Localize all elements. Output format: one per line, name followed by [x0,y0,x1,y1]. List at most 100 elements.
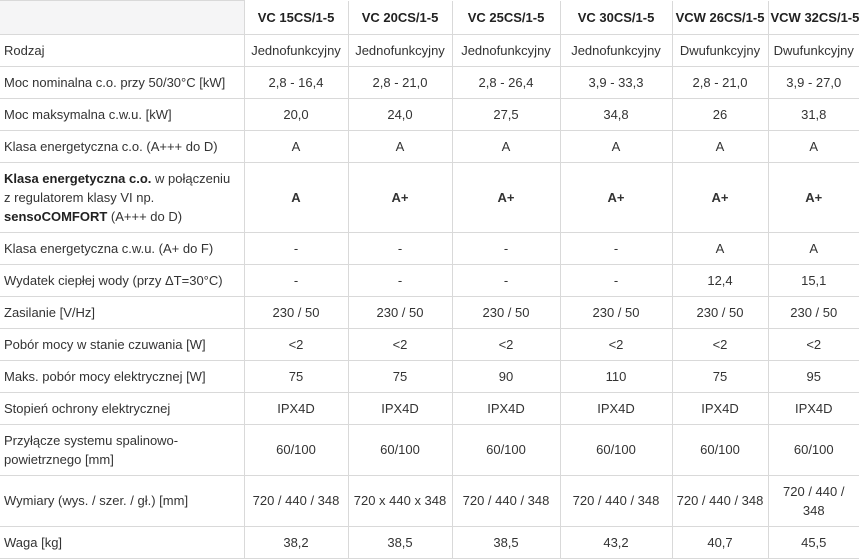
cell-value: A [671,231,769,265]
cell-value: 720 / 440 / 348 [767,474,859,527]
cell-value: 40,7 [671,525,769,559]
cell-value: Dwufunkcyjny [671,33,769,67]
spec-table-body: Rodzaj Jednofunkcyjny Jednofunkcyjny Jednof… [0,33,859,559]
cell-value: - [451,231,561,265]
cell-value: 60/100 [767,423,859,476]
cell-value: 43,2 [559,525,673,559]
row-label: Stopień ochrony elektrycznej [0,391,245,425]
cell-value: IPX4D [671,391,769,425]
cell-value: 230 / 50 [767,295,859,329]
cell-value: 38,5 [451,525,561,559]
cell-value: 90 [451,359,561,393]
cell-value: A+ [451,161,561,233]
cell-value: 230 / 50 [451,295,561,329]
row-label: Moc maksymalna c.w.u. [kW] [0,97,245,131]
cell-value: Jednofunkcyjny [559,33,673,67]
cell-value: 720 / 440 / 348 [559,474,673,527]
table-row: Klasa energetyczna c.w.u. (A+ do F) - - - - A… [0,231,859,265]
cell-value: <2 [767,327,859,361]
row-label: Wymiary (wys. / szer. / gł.) [mm] [0,474,245,527]
cell-value: 60/100 [243,423,349,476]
cell-value: A+ [347,161,453,233]
cell-value: A [767,129,859,163]
row-label: Maks. pobór mocy elektrycznej [W] [0,359,245,393]
cell-value: 95 [767,359,859,393]
table-row: Waga [kg] 38,2 38,5 38,5 43,2 40,7 45,5 [0,525,859,559]
column-header: VC 20CS/1-5 [347,0,453,35]
row-label: Klasa energetyczna c.o. (A+++ do D) [0,129,245,163]
column-header: VCW 32CS/1-5 [767,0,859,35]
row-label: Rodzaj [0,33,245,67]
cell-value: 27,5 [451,97,561,131]
row-label: Moc nominalna c.o. przy 50/30°C [kW] [0,65,245,99]
cell-value: <2 [671,327,769,361]
cell-value: A+ [671,161,769,233]
header-row: VC 15CS/1-5 VC 20CS/1-5 VC 25CS/1-5 VC 30CS… [0,0,859,35]
cell-value: 31,8 [767,97,859,131]
table-row: Wydatek ciepłej wody (przy ΔT=30°C) - - - -1… [0,263,859,297]
cell-value: A [767,231,859,265]
cell-value: 60/100 [671,423,769,476]
cell-value: A+ [767,161,859,233]
corner-cell [0,0,245,35]
cell-value: IPX4D [559,391,673,425]
cell-value: - [347,263,453,297]
cell-value: 60/100 [347,423,453,476]
table-row: Rodzaj Jednofunkcyjny Jednofunkcyjny Jednof… [0,33,859,67]
cell-value: 60/100 [451,423,561,476]
table-row: Klasa energetyczna c.o. w połączeniu z r… [0,161,859,233]
table-row: Stopień ochrony elektrycznej IPX4D IPX4D IP… [0,391,859,425]
table-row: Zasilanie [V/Hz] 230 / 50 230 / 50 230 / 50… [0,295,859,329]
column-header: VCW 26CS/1-5 [671,0,769,35]
cell-value: A [347,129,453,163]
cell-value: 720 x 440 x 348 [347,474,453,527]
cell-value: 15,1 [767,263,859,297]
cell-value: - [559,263,673,297]
cell-value: A [559,129,673,163]
cell-value: 3,9 - 33,3 [559,65,673,99]
cell-value: 38,2 [243,525,349,559]
cell-value: A [243,129,349,163]
cell-value: <2 [451,327,561,361]
cell-value: IPX4D [767,391,859,425]
cell-value: 110 [559,359,673,393]
cell-value: - [559,231,673,265]
cell-value: - [243,231,349,265]
table-row: Klasa energetyczna c.o. (A+++ do D) A A A A A… [0,129,859,163]
cell-value: IPX4D [347,391,453,425]
cell-value: 75 [671,359,769,393]
row-label-segment: Klasa energetyczna c.o. [4,170,152,186]
cell-value: 20,0 [243,97,349,131]
row-label-segment: (A+++ do D) [107,208,183,224]
cell-value: 720 / 440 / 348 [671,474,769,527]
cell-value: 45,5 [767,525,859,559]
cell-value: 230 / 50 [559,295,673,329]
table-row: Wymiary (wys. / szer. / gł.) [mm] 720 / 4… [0,474,859,527]
cell-value: IPX4D [451,391,561,425]
cell-value: Jednofunkcyjny [347,33,453,67]
row-label: Przyłącze systemu spalinowo-powietrznego… [0,423,245,476]
cell-value: - [347,231,453,265]
cell-value: <2 [347,327,453,361]
cell-value: 38,5 [347,525,453,559]
cell-value: 3,9 - 27,0 [767,65,859,99]
cell-value: 720 / 440 / 348 [243,474,349,527]
cell-value: 230 / 50 [671,295,769,329]
cell-value: 230 / 50 [243,295,349,329]
cell-value: <2 [559,327,673,361]
cell-value: A [243,161,349,233]
cell-value: Jednofunkcyjny [243,33,349,67]
row-label: Wydatek ciepłej wody (przy ΔT=30°C) [0,263,245,297]
cell-value: 34,8 [559,97,673,131]
table-row: Pobór mocy w stanie czuwania [W] <2 <2 <2 <2… [0,327,859,361]
cell-value: - [451,263,561,297]
cell-value: A+ [559,161,673,233]
row-label-segment: sensoCOMFORT [4,208,108,224]
cell-value: - [243,263,349,297]
cell-value: A [671,129,769,163]
cell-value: 12,4 [671,263,769,297]
cell-value: A [451,129,561,163]
cell-value: 75 [347,359,453,393]
row-label-segment: w połączeniu z regulatorem klasy VI np. [4,170,231,205]
table-row: Maks. pobór mocy elektrycznej [W] 75 75 90 1… [0,359,859,393]
